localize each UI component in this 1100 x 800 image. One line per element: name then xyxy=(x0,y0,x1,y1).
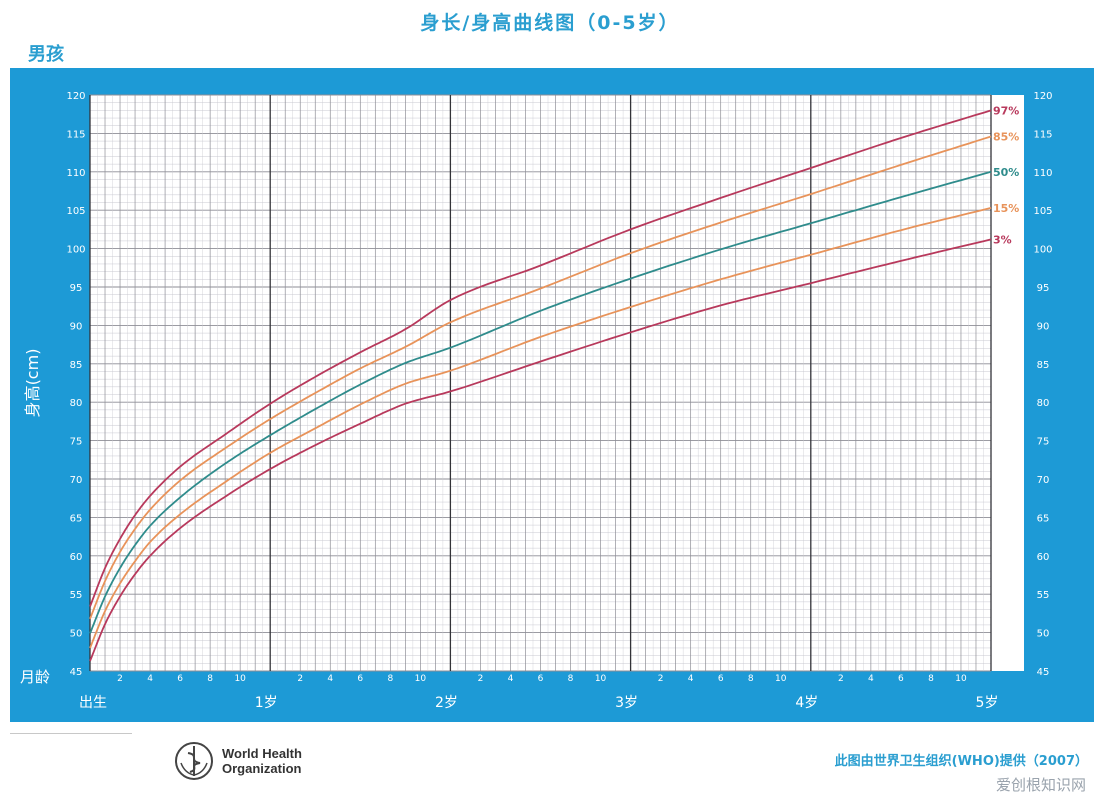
y-tick-label-left: 120 xyxy=(66,91,85,102)
x-month-tick-label: 4 xyxy=(327,674,333,684)
y-tick-label-right: 115 xyxy=(1033,129,1052,140)
percentile-label: 15% xyxy=(993,202,1019,215)
y-tick-label-left: 115 xyxy=(66,129,85,140)
x-month-tick-label: 8 xyxy=(748,674,754,684)
y-tick-label-left: 70 xyxy=(70,475,83,486)
x-month-tick-label: 10 xyxy=(234,674,246,684)
source-credit: 此图由世界卫生组织(WHO)提供（2007） xyxy=(834,754,1088,769)
percentile-line-3 xyxy=(89,238,992,662)
who-logo-block: World Health Organization xyxy=(174,740,302,782)
x-axis-label: 月龄 xyxy=(20,668,50,686)
y-tick-label-left: 85 xyxy=(70,360,83,371)
y-tick-label-right: 120 xyxy=(1033,91,1052,102)
percentile-label: 97% xyxy=(993,104,1019,117)
y-tick-label-left: 110 xyxy=(66,168,85,179)
x-month-tick-label: 6 xyxy=(538,674,544,684)
x-month-tick-label: 4 xyxy=(147,674,153,684)
y-tick-label-right: 70 xyxy=(1037,475,1050,486)
chart-title: 身长/身高曲线图（0-5岁） xyxy=(420,12,680,34)
percentile-line-97 xyxy=(89,109,992,607)
y-tick-label-right: 55 xyxy=(1037,590,1050,601)
y-tick-label-right: 110 xyxy=(1033,168,1052,179)
watermark: 爱创根知识网 xyxy=(995,776,1086,794)
right-label-strip xyxy=(991,95,1024,671)
grid xyxy=(89,94,992,672)
axis-labels: 97% 85% 50% 15% 3% 45 45 50 50 55 55 60 60 65 65 70 70 75… xyxy=(20,91,1053,711)
x-month-tick-label: 6 xyxy=(898,674,904,684)
x-month-tick-label: 6 xyxy=(718,674,724,684)
x-year-label: 1岁 xyxy=(255,695,278,711)
x-month-tick-label: 10 xyxy=(955,674,967,684)
percentile-label: 50% xyxy=(993,166,1019,179)
x-month-tick-label: 2 xyxy=(838,674,844,684)
x-month-tick-label: 4 xyxy=(688,674,694,684)
y-axis-label: 身高(cm) xyxy=(23,349,42,418)
y-tick-label-left: 45 xyxy=(70,667,83,678)
x-month-tick-label: 8 xyxy=(928,674,934,684)
y-tick-label-right: 105 xyxy=(1033,206,1052,217)
who-emblem-icon xyxy=(175,742,213,780)
who-name-line2: Organization xyxy=(222,761,302,776)
gender-label: 男孩 xyxy=(28,44,64,65)
x-month-tick-label: 6 xyxy=(177,674,183,684)
y-tick-label-left: 65 xyxy=(70,513,83,524)
x-month-tick-label: 2 xyxy=(117,674,123,684)
y-tick-label-left: 95 xyxy=(70,283,83,294)
y-tick-label-left: 60 xyxy=(70,552,83,563)
x-year-label: 出生 xyxy=(79,695,107,711)
percentile-lines xyxy=(89,109,992,662)
x-month-tick-label: 10 xyxy=(595,674,607,684)
x-month-tick-label: 4 xyxy=(508,674,514,684)
x-month-tick-label: 2 xyxy=(658,674,664,684)
y-tick-label-right: 45 xyxy=(1037,667,1050,678)
x-month-tick-label: 10 xyxy=(415,674,427,684)
y-tick-label-right: 100 xyxy=(1033,245,1052,256)
footer-divider xyxy=(10,733,132,734)
percentile-line-85 xyxy=(89,135,992,620)
x-year-label: 4岁 xyxy=(795,695,818,711)
y-tick-label-left: 75 xyxy=(70,437,83,448)
y-tick-label-left: 100 xyxy=(66,245,85,256)
who-name-line1: World Health xyxy=(222,746,302,761)
percentile-line-15 xyxy=(89,207,992,649)
y-tick-label-left: 105 xyxy=(66,206,85,217)
y-tick-label-left: 90 xyxy=(70,321,83,332)
y-tick-label-left: 50 xyxy=(70,629,83,640)
x-month-tick-label: 4 xyxy=(868,674,874,684)
y-tick-label-right: 80 xyxy=(1037,398,1050,409)
y-tick-label-right: 90 xyxy=(1037,321,1050,332)
x-month-tick-label: 8 xyxy=(568,674,574,684)
x-month-tick-label: 2 xyxy=(297,674,303,684)
x-month-tick-label: 10 xyxy=(775,674,787,684)
percentile-label: 3% xyxy=(993,233,1012,246)
percentile-label: 85% xyxy=(993,130,1019,143)
x-month-tick-label: 8 xyxy=(207,674,213,684)
y-tick-label-right: 65 xyxy=(1037,513,1050,524)
y-tick-label-right: 75 xyxy=(1037,437,1050,448)
x-year-label: 5岁 xyxy=(976,695,999,711)
x-month-tick-label: 6 xyxy=(357,674,363,684)
y-tick-label-left: 80 xyxy=(70,398,83,409)
y-tick-label-right: 60 xyxy=(1037,552,1050,563)
x-year-label: 3岁 xyxy=(615,695,638,711)
percentile-line-50 xyxy=(89,170,992,634)
x-year-label: 2岁 xyxy=(435,695,458,711)
x-month-tick-label: 2 xyxy=(478,674,484,684)
y-tick-label-right: 50 xyxy=(1037,629,1050,640)
y-tick-label-left: 55 xyxy=(70,590,83,601)
y-tick-label-right: 85 xyxy=(1037,360,1050,371)
who-name: World Health Organization xyxy=(222,746,302,776)
x-month-tick-label: 8 xyxy=(387,674,393,684)
y-tick-label-right: 95 xyxy=(1037,283,1050,294)
